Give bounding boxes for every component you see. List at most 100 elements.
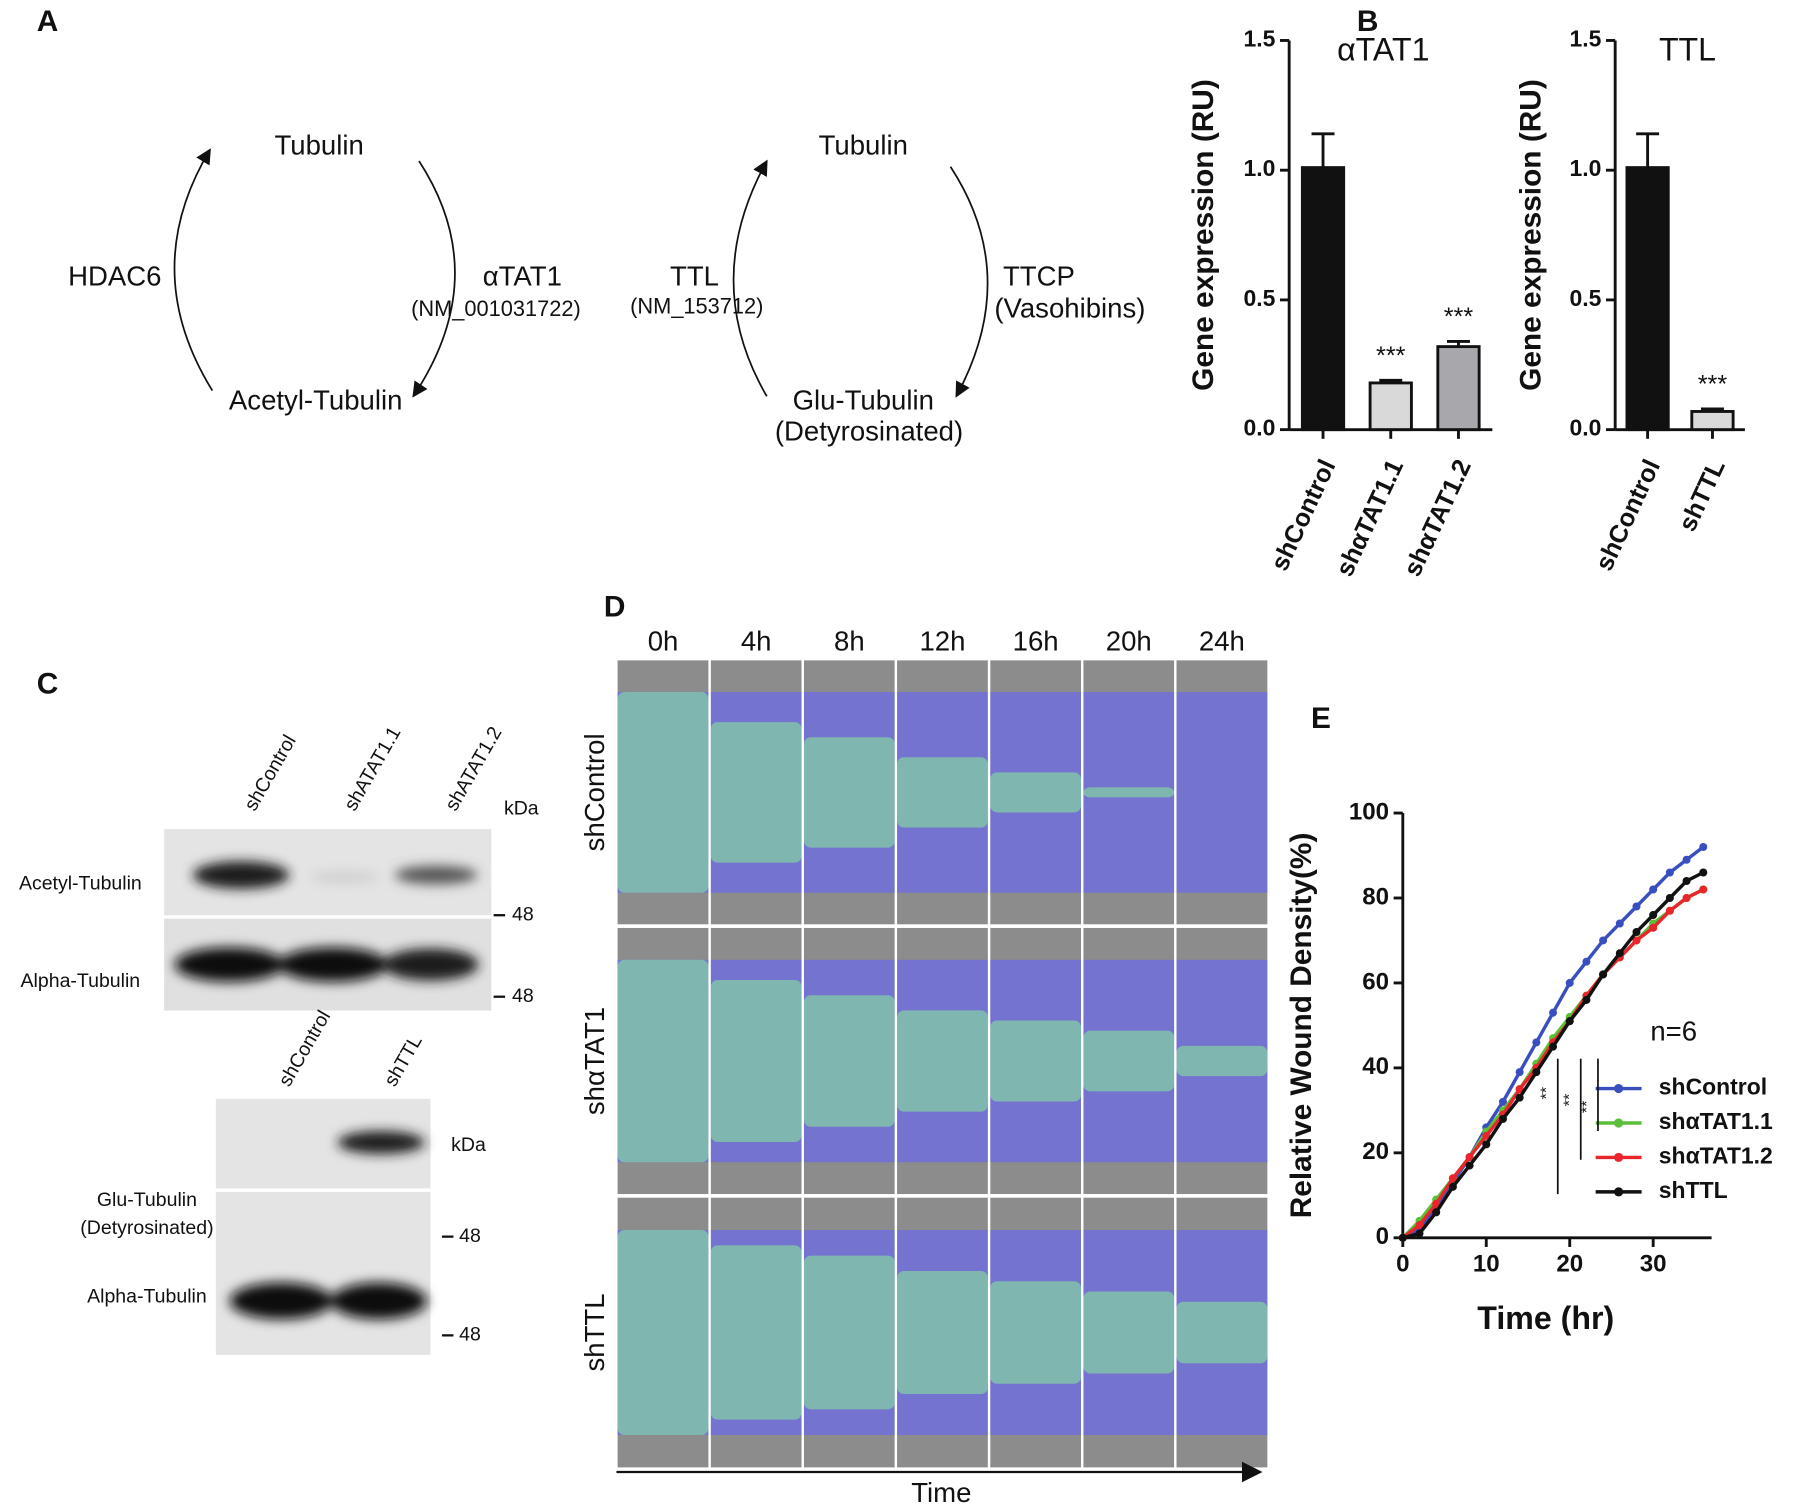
- x-tick-label: shControl: [1266, 455, 1342, 575]
- legend-label: shαTAT1.1: [1659, 1108, 1773, 1134]
- point: [1515, 1093, 1524, 1102]
- row-label: Alpha-Tubulin: [21, 970, 141, 992]
- y-tick-label: 100: [1349, 798, 1389, 825]
- y-tick-label: 0.5: [1243, 285, 1275, 311]
- time-label: 16h: [1013, 625, 1059, 656]
- y-axis-label: Gene expression (RU): [1514, 79, 1547, 391]
- point: [1498, 1097, 1507, 1106]
- x-tick-label: 30: [1640, 1251, 1667, 1278]
- diagram: [173, 148, 989, 398]
- point: [1448, 1174, 1457, 1183]
- y-tick-label: 1.0: [1243, 155, 1275, 181]
- point: [1549, 1008, 1558, 1017]
- point: [1665, 893, 1674, 903]
- point: [1665, 906, 1674, 915]
- wound-area: [897, 757, 988, 828]
- y-tick-label: 60: [1362, 968, 1389, 995]
- node-note: (Detyrosinated): [775, 415, 963, 446]
- point: [1415, 1221, 1424, 1230]
- y-tick-label: 80: [1362, 883, 1389, 910]
- wound-area: [1176, 1045, 1268, 1077]
- wound-area: [617, 959, 709, 1163]
- point: [1682, 876, 1691, 886]
- wound-area: [990, 1020, 1082, 1102]
- row-label: Alpha-Tubulin: [87, 1286, 207, 1308]
- arrow: [412, 160, 456, 398]
- row-label: Glu-Tubulin: [97, 1189, 197, 1211]
- point: [1565, 1017, 1574, 1026]
- significance: ***: [1444, 303, 1474, 331]
- lane-label: shATAT1.2: [441, 723, 507, 815]
- point: [1498, 1114, 1507, 1123]
- y-tick-label: 1.5: [1570, 26, 1602, 52]
- time-label: 12h: [919, 625, 965, 656]
- band: [192, 861, 290, 889]
- chart-title: TTL: [1659, 31, 1716, 67]
- cell-area: [1176, 692, 1268, 893]
- point: [1632, 927, 1641, 936]
- marker-label: 48: [459, 1225, 481, 1247]
- time-label: 20h: [1106, 625, 1152, 656]
- point: [1682, 855, 1691, 864]
- node-label: Glu-Tubulin: [793, 384, 934, 415]
- wound-area: [710, 980, 802, 1142]
- x-tick-label: 10: [1473, 1251, 1500, 1278]
- bands: [229, 1131, 428, 1320]
- bar: [1300, 166, 1346, 432]
- band: [277, 947, 389, 982]
- unit-label: kDa: [451, 1134, 486, 1156]
- lane-label: shTTL: [380, 1031, 427, 1090]
- band: [309, 871, 379, 884]
- point: [1515, 1085, 1524, 1094]
- lane-label: shControl: [274, 1007, 335, 1090]
- point: [1649, 910, 1658, 920]
- significance: **: [1578, 1101, 1596, 1114]
- point: [1699, 843, 1708, 852]
- row-label: (Detyrosinated): [80, 1217, 213, 1239]
- wound-area: [803, 1255, 895, 1410]
- wound-area: [803, 995, 895, 1127]
- point: [1448, 1182, 1457, 1191]
- node-label: Tubulin: [819, 130, 908, 161]
- x-tick-label: 0: [1396, 1251, 1409, 1278]
- point: [1465, 1153, 1474, 1162]
- wound-area: [617, 1229, 709, 1436]
- blot-strip: [215, 1191, 431, 1355]
- legend-marker: [1614, 1118, 1624, 1128]
- point: [1582, 995, 1591, 1004]
- time-label: 24h: [1199, 625, 1245, 656]
- significance: **: [1561, 1094, 1579, 1107]
- legend-marker: [1614, 1083, 1624, 1094]
- row-label: shControl: [579, 733, 610, 851]
- y-tick-label: 0: [1376, 1223, 1389, 1250]
- point: [1582, 957, 1591, 966]
- point: [1565, 978, 1574, 987]
- point: [1432, 1208, 1441, 1217]
- bar: [1368, 381, 1413, 432]
- band: [174, 947, 285, 982]
- axis-label: Time: [911, 1477, 971, 1508]
- blot-bottom: [215, 1098, 454, 1355]
- point: [1665, 868, 1674, 877]
- arrow: [732, 159, 768, 397]
- panel-label: E: [1311, 702, 1331, 735]
- arrow: [949, 166, 989, 398]
- arrow: [173, 148, 214, 392]
- point: [1682, 893, 1691, 903]
- y-axis-label: Gene expression (RU): [1187, 79, 1220, 391]
- point: [1532, 1068, 1541, 1077]
- lane-label: shControl: [240, 731, 301, 814]
- point: [1482, 1131, 1491, 1140]
- y-tick-label: 0.0: [1570, 415, 1602, 441]
- y-tick-label: 0.5: [1570, 285, 1602, 311]
- y-tick-label: 0.0: [1243, 415, 1275, 441]
- y-tick-label: 20: [1362, 1138, 1389, 1165]
- bar: [1625, 166, 1670, 432]
- point: [1398, 1233, 1407, 1242]
- panel-label: C: [37, 667, 59, 700]
- significance: **: [1538, 1087, 1556, 1100]
- timelapse-grid: [616, 660, 1269, 1468]
- y-tick-label: 1.5: [1243, 26, 1275, 52]
- x-axis-label: Time (hr): [1477, 1300, 1614, 1336]
